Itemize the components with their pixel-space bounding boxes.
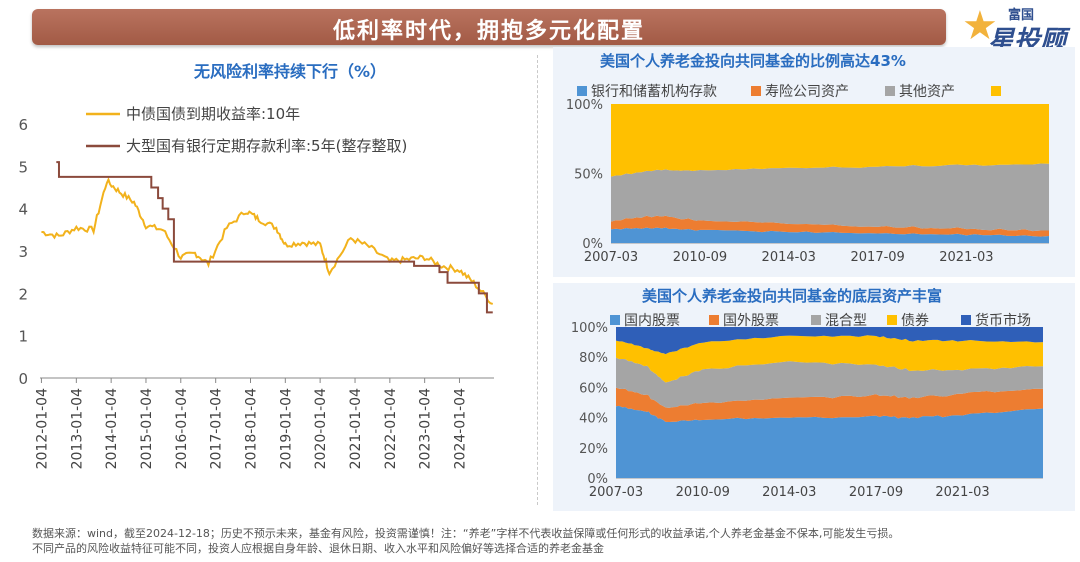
series-area xyxy=(611,215,1049,237)
x-tick-label: 2014-03 xyxy=(762,250,816,265)
x-tick-label: 2007-03 xyxy=(584,250,638,265)
logo: ★ 富国 星投顾 xyxy=(962,3,1074,56)
chart-title-underlying: 美国个人养老金投向共同基金的底层资产丰富 xyxy=(642,287,943,305)
y-tick-label: 0 xyxy=(18,370,28,388)
legend-label: 其他资产 xyxy=(899,84,955,100)
legend-swatch xyxy=(610,315,620,325)
y-tick-label: 60% xyxy=(579,381,608,396)
y-tick-label: 0% xyxy=(582,237,603,252)
series-area xyxy=(616,357,1043,408)
legend-label: 中债国债到期收益率:10年 xyxy=(126,105,300,123)
legend-label: 大型国有银行定期存款利率:5年(整存整取) xyxy=(126,137,407,155)
legend-swatch xyxy=(887,315,897,325)
legend-swatch xyxy=(811,315,821,325)
legend-label: 寿险公司资产 xyxy=(765,83,849,100)
legend-label: 银行和储蓄机构存款 xyxy=(591,84,717,100)
x-tick-label: 2024-01-04 xyxy=(452,388,468,469)
logo-text-top: 富国 xyxy=(1008,8,1035,23)
series-area xyxy=(611,227,1049,243)
x-tick-label: 2018-01-04 xyxy=(243,388,259,469)
x-tick-label: 2010-09 xyxy=(676,485,730,500)
x-tick-label: 2013-01-04 xyxy=(69,388,85,469)
y-tick-label: 100% xyxy=(571,321,608,336)
y-tick-label: 2 xyxy=(18,285,28,303)
x-tick-label: 2010-09 xyxy=(673,250,727,265)
y-tick-label: 6 xyxy=(18,116,28,134)
legend-swatch xyxy=(709,315,719,325)
legend-label: 混合型 xyxy=(825,313,867,329)
footnote-line-2: 不同产品的风险收益特征可能不同，投资人应根据自身年龄、退休日期、收入水平和风险偏… xyxy=(32,542,604,555)
legend-label: 货币市场 xyxy=(975,312,1031,329)
x-tick-label: 2014-03 xyxy=(762,485,816,500)
x-tick-label: 2014-01-04 xyxy=(104,388,120,469)
x-tick-label: 2012-01-04 xyxy=(34,388,50,469)
legend-swatch xyxy=(577,86,587,96)
chart-underlying: 0% 20% 40% 60% 80% 100% 2007-03 2010-09 2014-03 2… xyxy=(571,312,1043,500)
y-tick-label: 40% xyxy=(579,412,608,427)
y-tick-label: 80% xyxy=(579,351,608,366)
series-line xyxy=(41,176,494,305)
chart-rates: 0 1 2 3 4 5 6 2012-01-04 2013-01-04 2014-01-04 201… xyxy=(18,105,494,469)
x-tick-label: 2021-03 xyxy=(939,250,993,265)
y-tick-label: 0% xyxy=(587,472,608,487)
x-tick-label: 2015-01-04 xyxy=(139,388,155,469)
legend-swatch xyxy=(961,315,971,325)
x-tick-label: 2007-03 xyxy=(589,485,643,500)
x-tick-label: 2019-01-04 xyxy=(278,388,294,469)
legend-label: 国内股票 xyxy=(624,313,680,329)
footnote: 数据来源：wind，截至2024-12-18；历史不预示未来，基金有风险，投资需… xyxy=(32,526,1072,556)
legend-swatch xyxy=(885,86,895,96)
y-tick-label: 50% xyxy=(574,168,603,183)
x-tick-label: 2023-01-04 xyxy=(418,388,434,469)
legend-label: 国外股票 xyxy=(723,313,779,329)
x-tick-label: 2022-01-04 xyxy=(383,388,399,469)
legend-swatch xyxy=(991,86,1001,96)
series-area xyxy=(611,163,1049,232)
x-tick-label: 2016-01-04 xyxy=(174,388,190,469)
y-tick-label: 1 xyxy=(18,328,28,346)
x-tick-label: 2017-09 xyxy=(851,250,905,265)
divider xyxy=(537,55,538,505)
footnote-line-1: 数据来源：wind，截至2024-12-18；历史不预示未来，基金有风险，投资需… xyxy=(32,527,900,540)
y-tick-label: 100% xyxy=(566,98,603,113)
x-tick-label: 2017-01-04 xyxy=(209,388,225,469)
y-tick-label: 4 xyxy=(18,201,28,219)
chart-title-rates: 无风险利率持续下行（%） xyxy=(193,62,387,81)
x-tick-label: 2021-03 xyxy=(935,485,989,500)
series-area xyxy=(616,335,1043,383)
y-tick-label: 3 xyxy=(18,243,28,261)
star-icon: ★ xyxy=(962,3,998,49)
x-tick-label: 2017-09 xyxy=(849,485,903,500)
y-tick-label: 20% xyxy=(579,442,608,457)
chart-title-allocation: 美国个人养老金投向共同基金的比例高达43% xyxy=(600,52,906,70)
series-area xyxy=(616,387,1043,423)
chart-allocation: 0% 50% 100% 2007-03 2010-09 2014-03 2017-09 202… xyxy=(566,83,1049,265)
legend-swatch xyxy=(751,86,761,96)
series-area xyxy=(616,405,1043,478)
header-banner: 低利率时代，拥抱多元化配置 xyxy=(32,9,946,45)
series-line xyxy=(56,161,493,314)
page-title: 低利率时代，拥抱多元化配置 xyxy=(332,19,645,44)
x-tick-label: 2020-01-04 xyxy=(313,388,329,469)
legend-label: 债券 xyxy=(901,313,929,329)
series-area xyxy=(611,104,1049,177)
series-area xyxy=(616,327,1043,355)
y-tick-label: 5 xyxy=(18,158,28,176)
x-tick-label: 2021-01-04 xyxy=(348,388,364,469)
